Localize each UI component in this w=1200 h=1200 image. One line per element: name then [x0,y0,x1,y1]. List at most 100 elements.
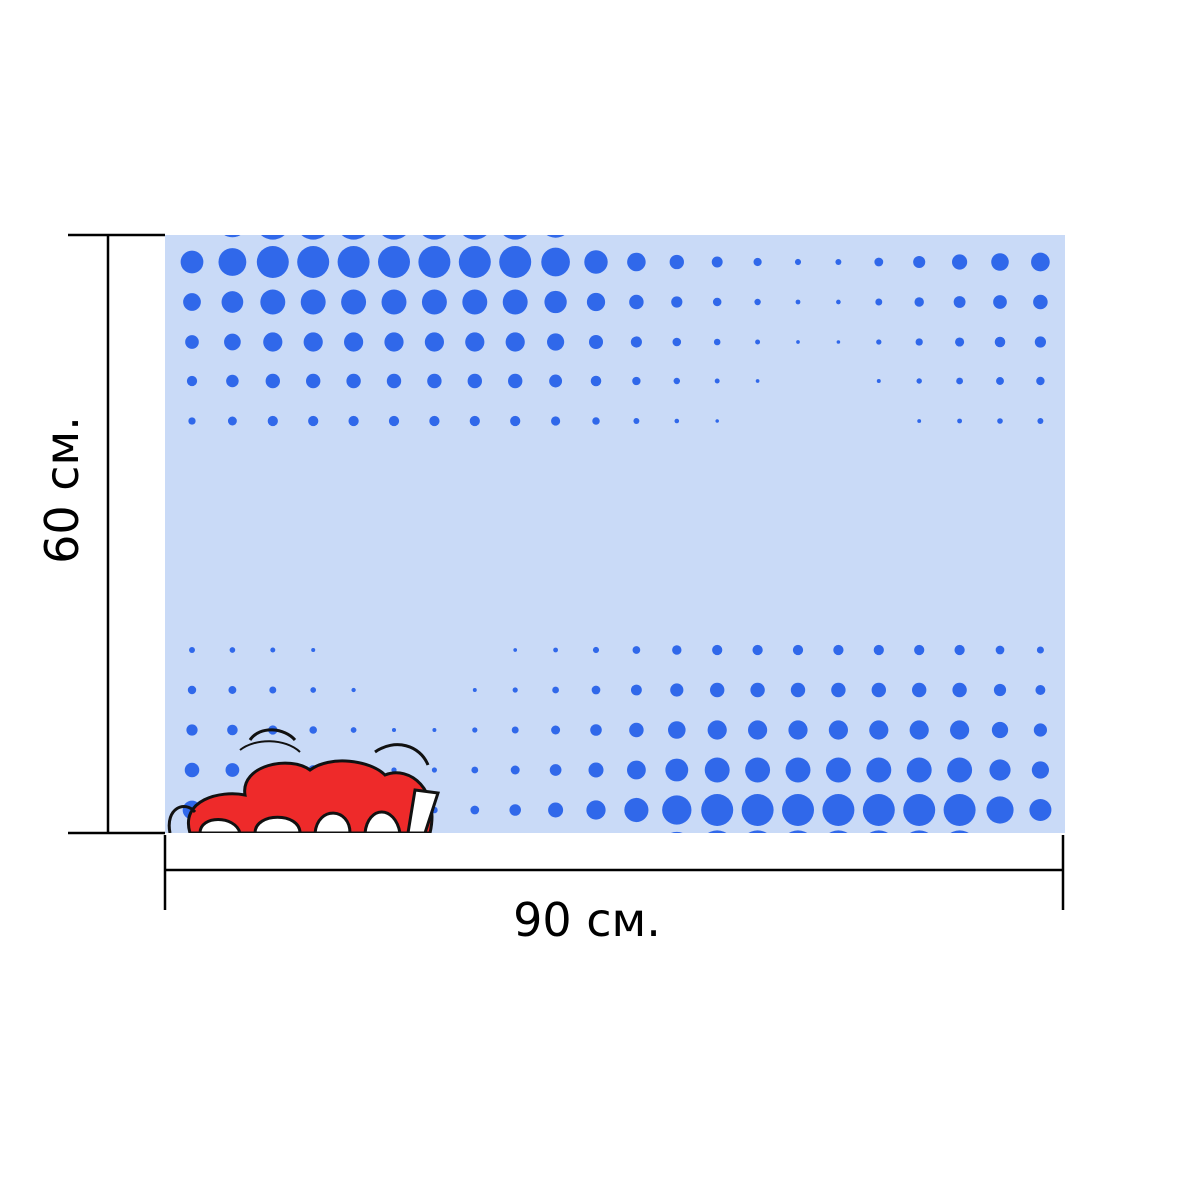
halftone-dot [748,720,768,740]
halftone-dot [955,337,965,347]
halftone-dot [185,335,199,349]
halftone-dot [956,377,964,385]
halftone-dot [950,720,970,740]
halftone-dot [470,805,480,815]
halftone-dot [792,644,804,656]
halftone-dot [828,720,849,740]
halftone-dot [788,720,808,740]
halftone-dot [1034,336,1047,348]
halftone-dot [629,722,644,738]
halftone-dot [584,250,608,274]
halftone-dot [750,682,765,698]
halftone-dot [591,685,601,695]
halftone-dot [903,794,936,826]
halftone-dot [592,646,600,654]
halftone-dot [186,375,198,387]
halftone-dot [427,373,442,389]
halftone-dot [226,374,239,388]
halftone-dot [462,289,488,315]
halftone-dot [1035,685,1046,695]
halftone-dot [871,682,886,698]
halftone-dot [873,644,884,656]
halftone-dot [795,299,801,305]
halftone-dot [510,415,521,427]
halftone-dot [391,727,397,733]
halftone-dot [270,647,276,653]
width-label: 90 см. [513,893,661,947]
halftone-dot [187,685,197,695]
halftone-dot [755,339,761,345]
halftone-dot [714,378,720,384]
halftone-dot [344,332,364,352]
halftone-dot [462,235,487,240]
halftone-dot [469,415,480,427]
halftone-dot [741,794,774,826]
halftone-dot [432,728,437,732]
halftone-dot [551,725,561,735]
halftone-dot [424,332,444,352]
halftone-dot [386,373,402,389]
halftone-dot [309,726,317,734]
halftone-dot [711,256,723,268]
halftone-dot [341,289,367,315]
halftone-dot [381,289,407,315]
halftone-dot [311,647,316,653]
halftone-dot [505,332,525,352]
halftone-dot [1029,798,1052,822]
halftone-dot [630,684,642,696]
halftone-dot [260,235,285,240]
halftone-dot [704,757,730,783]
halftone-dot [1036,646,1044,654]
halftone-dot [672,645,682,655]
halftone-dot [831,682,846,698]
halftone-dot [876,339,882,345]
halftone-dot [308,415,319,427]
halftone-dot [502,289,528,315]
halftone-dot [989,759,1011,781]
halftone-dot [303,332,323,352]
halftone-dot [829,830,848,833]
halftone-dot [671,296,683,308]
halftone-dot [910,830,929,833]
halftone-dot [785,757,811,783]
halftone-dot [218,248,247,276]
halftone-dot [632,376,641,386]
halftone-dot [421,289,447,315]
halftone-dot [1033,723,1048,737]
halftone-dot [674,418,680,424]
halftone-dot [673,377,681,385]
halftone-dot [754,298,761,306]
halftone-dot [508,373,523,389]
halftone-dot [1036,376,1045,386]
halftone-pattern [180,235,1052,833]
halftone-dot [418,246,451,278]
halftone-dot [186,724,198,736]
halftone-dot [943,794,976,826]
halftone-dot [670,683,684,697]
halftone-dot [592,417,600,425]
halftone-dot [509,804,521,816]
halftone-dot [548,802,564,818]
halftone-dot [551,416,561,426]
halftone-dot [224,235,241,238]
halftone-dot [986,796,1014,824]
halftone-dot [431,767,437,773]
comic-burst [167,728,440,833]
halftone-dot [225,763,240,777]
height-label: 60 см. [35,416,89,564]
halftone-dot [626,760,646,780]
halftone-dot [378,246,410,278]
halftone-dot [310,687,317,693]
halftone-dot [788,830,808,833]
halftone-dot [346,373,361,389]
halftone-dot [995,645,1005,655]
halftone-dot [715,419,719,423]
halftone-dot [549,374,563,388]
halftone-dot [993,295,1007,309]
halftone-dot [952,254,968,270]
halftone-dot [917,419,922,423]
halftone-dot [348,415,359,427]
halftone-dot [256,246,289,278]
halftone-dot [471,766,479,774]
